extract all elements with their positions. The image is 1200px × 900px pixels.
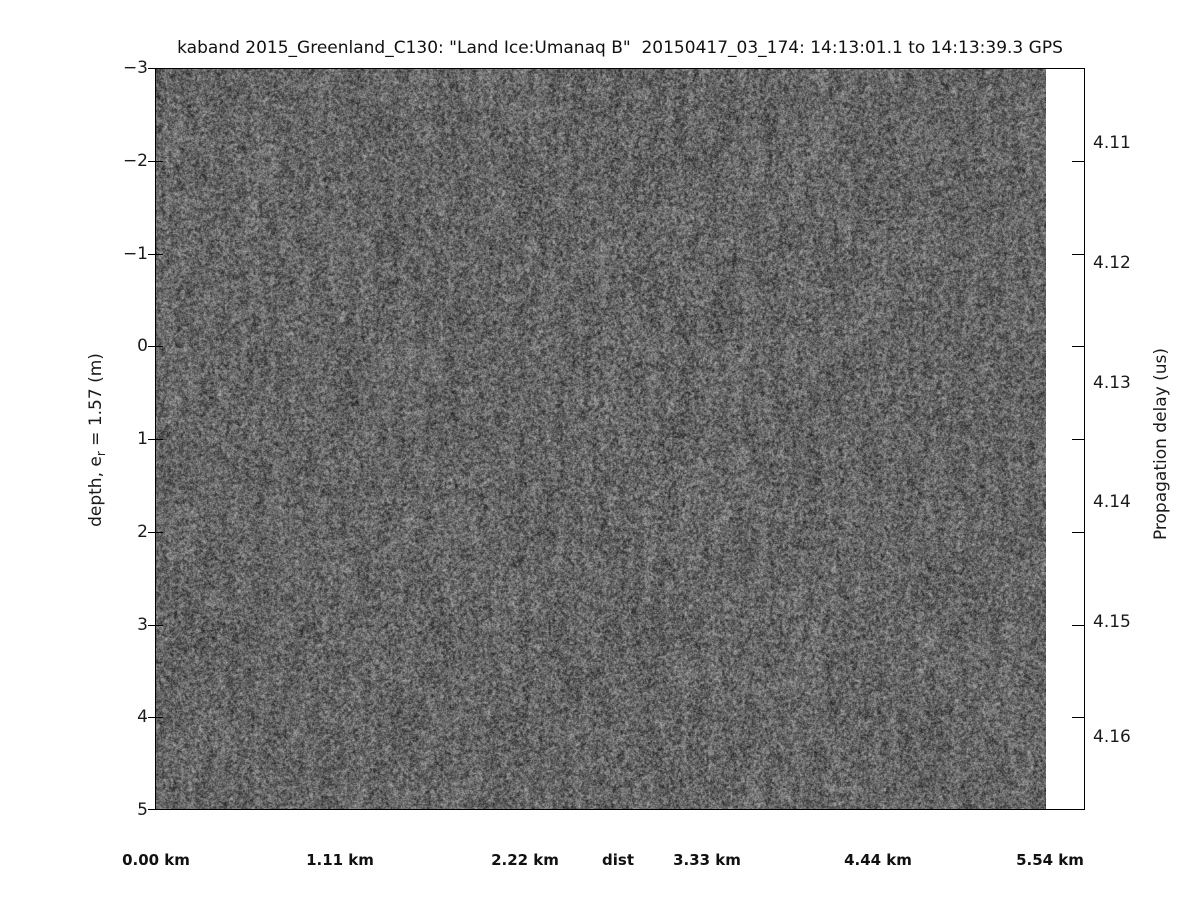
y-left-tick-label: 4 xyxy=(96,706,148,728)
x-dist-value: 3.33 km xyxy=(667,851,747,870)
plot-border xyxy=(155,68,1085,810)
x-axis-column: 0.00 km 70.352 N 50.006 W xyxy=(116,813,196,900)
y-right-tick-label: 4.12 xyxy=(1093,252,1153,274)
x-dist-value: 5.54 km xyxy=(1010,851,1090,870)
x-dist-value: 2.22 km xyxy=(485,851,565,870)
x-axis-column: 2.22 km 70.334 N 49.996 W xyxy=(485,813,565,900)
y-left-tick-label: 3 xyxy=(96,614,148,636)
y-left-tick-mark xyxy=(148,625,163,626)
y-left-tick-mark xyxy=(148,161,163,162)
y-left-tick-mark xyxy=(148,717,163,718)
y-left-tick-mark xyxy=(148,532,163,533)
x-axis-column: 1.11 km 70.343 N 50.001 W xyxy=(300,813,380,900)
y-left-tick-mark xyxy=(148,254,163,255)
x-axis-column: 4.44 km 70.315 N 49.985 W xyxy=(838,813,918,900)
y-left-tick-label: −3 xyxy=(96,57,148,79)
y-right-tick-label: 4.14 xyxy=(1093,491,1153,513)
plot-title: kaband 2015_Greenland_C130: "Land Ice:Um… xyxy=(155,38,1085,58)
y-right-tick-mark xyxy=(1072,254,1084,255)
y-left-tick-label: −2 xyxy=(96,150,148,172)
y-left-tick-mark xyxy=(148,346,163,347)
echogram-figure: kaband 2015_Greenland_C130: "Land Ice:Um… xyxy=(0,0,1200,900)
x-dist-header: dist xyxy=(602,851,634,870)
y-left-axis-label-post: = 1.57 (m) xyxy=(86,353,106,451)
x-axis-header-column: dist lat lon xyxy=(602,813,634,900)
x-dist-value: 4.44 km xyxy=(838,851,918,870)
x-dist-value: 0.00 km xyxy=(116,851,196,870)
y-left-tick-label: −1 xyxy=(96,243,148,265)
x-axis-column: 3.33 km 70.325 N 49.990 W xyxy=(667,813,747,900)
y-left-axis-label-pre: depth, e xyxy=(86,456,106,527)
x-axis-column: 5.54 km 70.308 N 49.981 W xyxy=(1010,813,1090,900)
y-right-tick-mark xyxy=(1072,161,1084,162)
y-left-tick-mark xyxy=(148,439,163,440)
y-left-axis-label-sub: r xyxy=(94,451,108,456)
y-left-tick-mark xyxy=(148,809,163,810)
y-right-tick-mark xyxy=(1072,625,1084,626)
y-right-tick-label: 4.15 xyxy=(1093,611,1153,633)
y-right-tick-label: 4.11 xyxy=(1093,132,1153,154)
y-right-tick-mark xyxy=(1072,532,1084,533)
x-dist-value: 1.11 km xyxy=(300,851,380,870)
y-right-tick-mark xyxy=(1072,717,1084,718)
y-right-tick-label: 4.16 xyxy=(1093,726,1153,748)
y-right-tick-mark xyxy=(1072,346,1084,347)
y-right-tick-label: 4.13 xyxy=(1093,372,1153,394)
y-left-tick-mark xyxy=(148,68,163,69)
y-right-tick-mark xyxy=(1072,439,1084,440)
y-right-axis-label: Propagation delay (us) xyxy=(1151,348,1171,540)
y-left-axis-label: depth, er = 1.57 (m) xyxy=(86,353,108,527)
